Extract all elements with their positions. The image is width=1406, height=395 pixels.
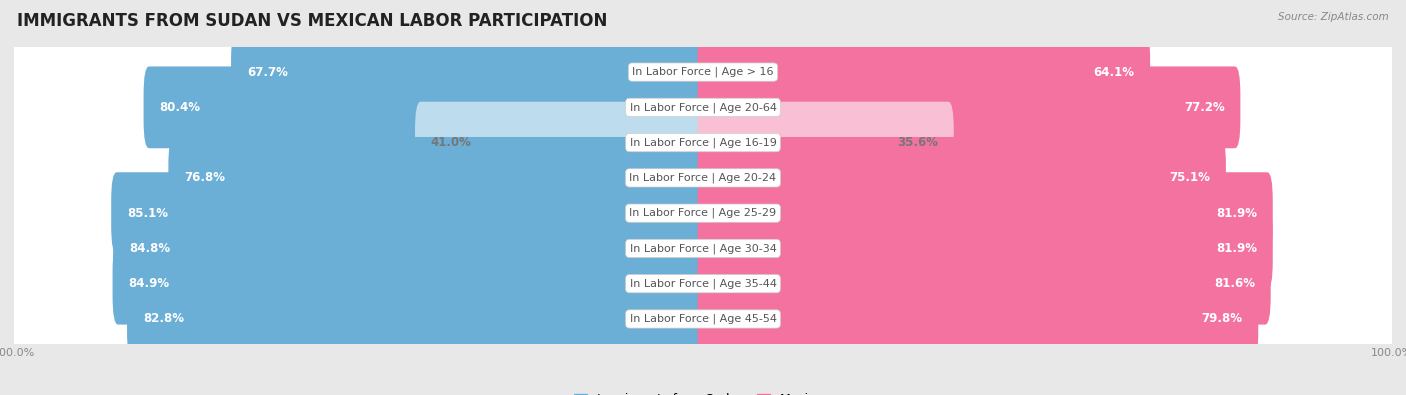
Text: 35.6%: 35.6% [897, 136, 938, 149]
Text: In Labor Force | Age 20-24: In Labor Force | Age 20-24 [630, 173, 776, 183]
FancyBboxPatch shape [10, 29, 1396, 115]
FancyBboxPatch shape [10, 135, 1396, 221]
FancyBboxPatch shape [10, 276, 1396, 362]
FancyBboxPatch shape [13, 207, 1393, 289]
Text: 81.6%: 81.6% [1213, 277, 1254, 290]
Text: 64.1%: 64.1% [1094, 66, 1135, 79]
FancyBboxPatch shape [13, 172, 1393, 254]
Text: 84.9%: 84.9% [128, 277, 170, 290]
Text: 75.1%: 75.1% [1170, 171, 1211, 184]
FancyBboxPatch shape [697, 243, 1271, 325]
Text: 85.1%: 85.1% [127, 207, 169, 220]
FancyBboxPatch shape [143, 66, 709, 148]
Text: In Labor Force | Age 45-54: In Labor Force | Age 45-54 [630, 314, 776, 324]
FancyBboxPatch shape [697, 172, 1272, 254]
Text: 41.0%: 41.0% [430, 136, 472, 149]
Text: 82.8%: 82.8% [143, 312, 184, 325]
Text: 80.4%: 80.4% [159, 101, 201, 114]
FancyBboxPatch shape [697, 207, 1272, 289]
FancyBboxPatch shape [111, 172, 709, 254]
FancyBboxPatch shape [114, 207, 709, 289]
FancyBboxPatch shape [231, 31, 709, 113]
FancyBboxPatch shape [13, 137, 1393, 219]
Text: 81.9%: 81.9% [1216, 207, 1257, 220]
FancyBboxPatch shape [10, 205, 1396, 292]
FancyBboxPatch shape [10, 241, 1396, 327]
Text: Source: ZipAtlas.com: Source: ZipAtlas.com [1278, 12, 1389, 22]
FancyBboxPatch shape [13, 31, 1393, 113]
Text: In Labor Force | Age 30-34: In Labor Force | Age 30-34 [630, 243, 776, 254]
FancyBboxPatch shape [10, 170, 1396, 256]
Text: IMMIGRANTS FROM SUDAN VS MEXICAN LABOR PARTICIPATION: IMMIGRANTS FROM SUDAN VS MEXICAN LABOR P… [17, 12, 607, 30]
FancyBboxPatch shape [13, 102, 1393, 184]
FancyBboxPatch shape [697, 278, 1258, 360]
Legend: Immigrants from Sudan, Mexican: Immigrants from Sudan, Mexican [569, 388, 837, 395]
Text: In Labor Force | Age > 16: In Labor Force | Age > 16 [633, 67, 773, 77]
FancyBboxPatch shape [697, 102, 953, 184]
Text: 84.8%: 84.8% [129, 242, 170, 255]
Text: 79.8%: 79.8% [1202, 312, 1243, 325]
Text: In Labor Force | Age 20-64: In Labor Force | Age 20-64 [630, 102, 776, 113]
FancyBboxPatch shape [697, 137, 1226, 219]
Text: In Labor Force | Age 35-44: In Labor Force | Age 35-44 [630, 278, 776, 289]
FancyBboxPatch shape [13, 278, 1393, 360]
FancyBboxPatch shape [697, 31, 1150, 113]
FancyBboxPatch shape [13, 66, 1393, 148]
FancyBboxPatch shape [10, 64, 1396, 150]
FancyBboxPatch shape [697, 66, 1240, 148]
FancyBboxPatch shape [127, 278, 709, 360]
Text: 81.9%: 81.9% [1216, 242, 1257, 255]
Text: In Labor Force | Age 25-29: In Labor Force | Age 25-29 [630, 208, 776, 218]
FancyBboxPatch shape [10, 100, 1396, 186]
FancyBboxPatch shape [169, 137, 709, 219]
Text: 67.7%: 67.7% [247, 66, 288, 79]
FancyBboxPatch shape [13, 243, 1393, 325]
Text: 76.8%: 76.8% [184, 171, 225, 184]
FancyBboxPatch shape [415, 102, 709, 184]
Text: 77.2%: 77.2% [1184, 101, 1225, 114]
FancyBboxPatch shape [112, 243, 709, 325]
Text: In Labor Force | Age 16-19: In Labor Force | Age 16-19 [630, 137, 776, 148]
